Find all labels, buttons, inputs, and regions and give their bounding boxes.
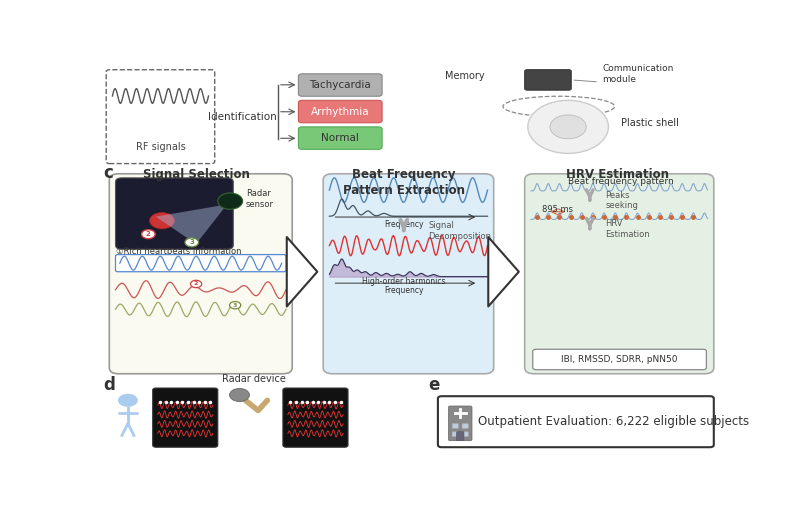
FancyBboxPatch shape xyxy=(115,254,286,272)
FancyBboxPatch shape xyxy=(525,70,571,90)
Text: Beat frequency pattern: Beat frequency pattern xyxy=(568,178,674,187)
FancyBboxPatch shape xyxy=(283,388,348,447)
Text: Frequency: Frequency xyxy=(384,220,423,229)
FancyBboxPatch shape xyxy=(462,423,468,428)
Circle shape xyxy=(150,213,174,229)
Text: Beat Frequency
Pattern Extraction: Beat Frequency Pattern Extraction xyxy=(343,167,465,197)
FancyBboxPatch shape xyxy=(106,70,214,164)
Circle shape xyxy=(230,388,250,402)
Text: 2: 2 xyxy=(146,231,150,237)
FancyBboxPatch shape xyxy=(115,178,234,249)
FancyBboxPatch shape xyxy=(452,432,458,437)
Circle shape xyxy=(118,394,138,407)
Text: Communication
module: Communication module xyxy=(602,64,674,84)
Text: HRV Estimation: HRV Estimation xyxy=(566,167,669,181)
Text: Signal Selection: Signal Selection xyxy=(142,167,250,181)
Text: Radar
sensor: Radar sensor xyxy=(246,189,274,209)
Text: RF signals: RF signals xyxy=(135,142,186,152)
Text: Normal: Normal xyxy=(322,133,359,143)
Text: Peaks
seeking: Peaks seeking xyxy=(606,191,638,210)
Text: Memory: Memory xyxy=(445,71,485,81)
Text: c: c xyxy=(103,164,113,182)
Text: HRV
Estimation: HRV Estimation xyxy=(606,219,650,238)
Circle shape xyxy=(142,229,155,239)
Text: IBI, RMSSD, SDRR, pNN50: IBI, RMSSD, SDRR, pNN50 xyxy=(562,355,678,364)
Text: Plastic shell: Plastic shell xyxy=(621,118,678,128)
Text: Arrhythmia: Arrhythmia xyxy=(311,107,370,117)
Polygon shape xyxy=(156,205,227,244)
FancyBboxPatch shape xyxy=(452,423,458,428)
Text: d: d xyxy=(103,376,115,394)
FancyBboxPatch shape xyxy=(438,396,714,447)
FancyBboxPatch shape xyxy=(298,74,382,96)
FancyBboxPatch shape xyxy=(298,100,382,123)
Text: 3: 3 xyxy=(190,240,194,245)
Text: Signal
Decomposition: Signal Decomposition xyxy=(429,221,491,241)
Circle shape xyxy=(185,238,198,247)
Circle shape xyxy=(190,280,202,288)
FancyBboxPatch shape xyxy=(525,174,714,374)
FancyBboxPatch shape xyxy=(533,349,706,370)
Text: Identification: Identification xyxy=(208,112,277,122)
Circle shape xyxy=(550,115,586,139)
FancyBboxPatch shape xyxy=(110,174,292,374)
Text: Tachycardia: Tachycardia xyxy=(310,80,371,90)
FancyBboxPatch shape xyxy=(457,432,464,440)
FancyBboxPatch shape xyxy=(298,127,382,149)
Text: Outpatient Evaluation: 6,222 eligible subjects: Outpatient Evaluation: 6,222 eligible su… xyxy=(478,415,750,428)
Circle shape xyxy=(528,100,609,153)
Text: Radar device: Radar device xyxy=(222,374,286,384)
FancyBboxPatch shape xyxy=(323,174,494,374)
Text: 2: 2 xyxy=(194,281,198,287)
Circle shape xyxy=(218,193,242,209)
FancyBboxPatch shape xyxy=(462,432,468,437)
Circle shape xyxy=(230,302,241,309)
Text: 3: 3 xyxy=(233,303,238,308)
Text: High-order harmonics: High-order harmonics xyxy=(362,277,446,286)
FancyBboxPatch shape xyxy=(153,388,218,447)
Text: 895 ms: 895 ms xyxy=(542,205,573,214)
FancyBboxPatch shape xyxy=(449,406,472,440)
Text: ①Rich heartbeats information: ①Rich heartbeats information xyxy=(115,247,241,256)
Text: Frequency: Frequency xyxy=(384,286,423,295)
Text: e: e xyxy=(429,376,440,394)
